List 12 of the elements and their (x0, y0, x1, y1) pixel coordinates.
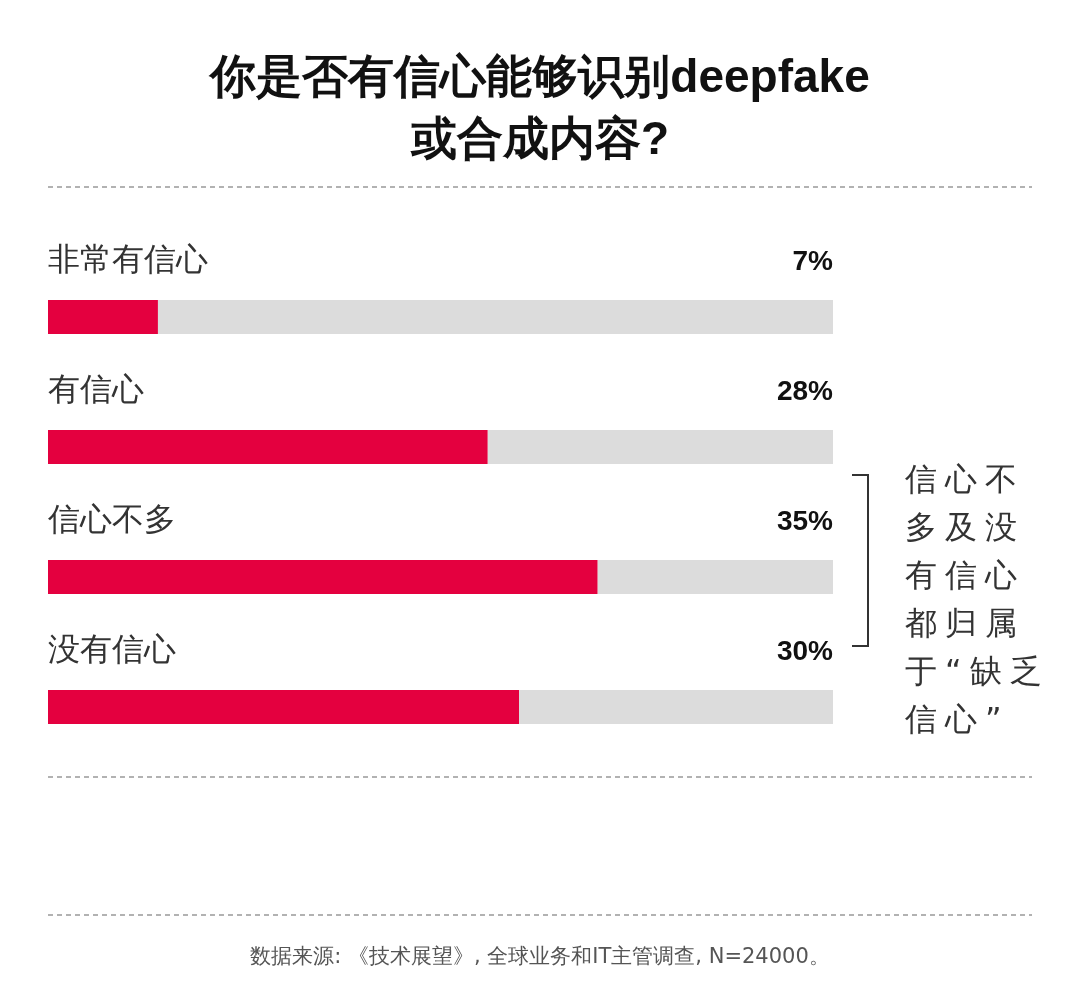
y-tick-label: 有信心 (48, 370, 144, 408)
y-tick-label: 没有信心 (48, 630, 176, 668)
data-label: 28% (776, 375, 834, 406)
y-tick-label: 非常有信心 (48, 240, 208, 278)
data-label: 7% (792, 245, 834, 276)
source-note: 数据来源: 《技术展望》, 全球业务和IT主管调查, N=24000。 (250, 944, 830, 968)
bar (48, 300, 158, 334)
text: 信心不多及没有信心都归属于“缺乏信心” (905, 460, 1050, 738)
y-tick-label: 信心不多 (48, 500, 176, 538)
data-label: 35% (776, 505, 834, 536)
data-label: 30% (776, 635, 834, 666)
chart-title: 你是否有信心能够识别deepfake或合成内容? (208, 49, 871, 166)
